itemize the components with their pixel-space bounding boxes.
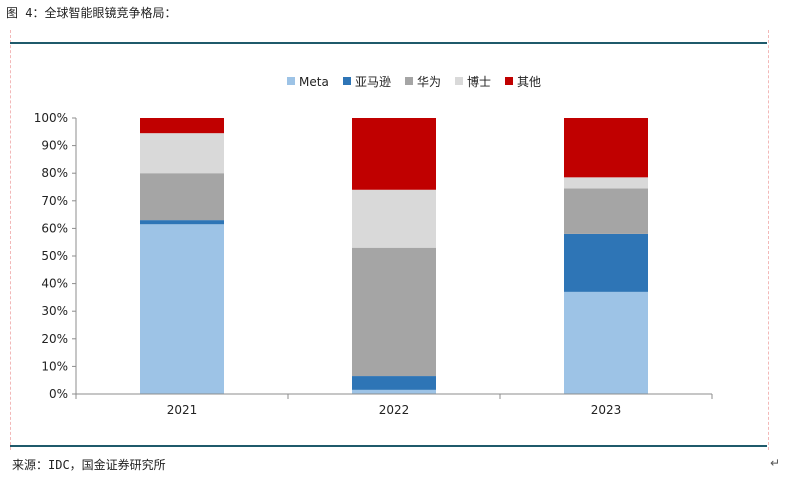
figure-frame (10, 30, 769, 450)
y-tick-label: 70% (41, 194, 68, 208)
bar-segment (564, 188, 648, 234)
x-tick-label: 2023 (591, 403, 622, 417)
y-axis: 0% 10% 20% 30% 40% 50% 60% 70% 80% 90% 100% (34, 111, 77, 401)
y-tick-label: 10% (41, 359, 68, 373)
legend-label: 华为 (417, 75, 441, 89)
legend-swatch (505, 77, 513, 85)
bar-segment (352, 189, 436, 248)
y-tick-label: 0% (49, 387, 68, 401)
legend-swatch (343, 77, 351, 85)
bar-segment (140, 224, 224, 394)
bar-segment (140, 118, 224, 134)
bar-segment (140, 220, 224, 225)
legend-label: 其他 (517, 75, 541, 89)
bar-segment (140, 133, 224, 174)
y-tick-label: 60% (41, 221, 68, 235)
x-tick-label: 2022 (379, 403, 410, 417)
y-tick-label: 50% (41, 249, 68, 263)
bar-segment (352, 247, 436, 377)
y-tick-label: 20% (41, 332, 68, 346)
bar-segment (352, 376, 436, 390)
legend-swatch (455, 77, 463, 85)
x-axis: 2021 2022 2023 (75, 393, 713, 417)
y-tick-label: 90% (41, 139, 68, 153)
bar-segment (352, 389, 436, 394)
legend-swatch (287, 77, 295, 85)
chart-legend: Meta 亚马逊 华为 博士 其他 (287, 74, 541, 89)
bar-group (140, 118, 648, 394)
y-tick-label: 30% (41, 304, 68, 318)
bar-segment (564, 118, 648, 178)
y-tick-label: 80% (41, 166, 68, 180)
bar-segment (564, 177, 648, 189)
legend-label: 博士 (467, 74, 491, 89)
bar-segment (564, 233, 648, 292)
bar-segment (140, 173, 224, 221)
legend-label: Meta (299, 75, 329, 89)
figure-title: 图 4：全球智能眼镜竞争格局： (6, 6, 177, 20)
bar-segment (352, 118, 436, 190)
y-tick-label: 40% (41, 277, 68, 291)
paragraph-return-mark: ↵ (770, 456, 781, 470)
top-rule (10, 42, 767, 44)
y-tick-label: 100% (34, 111, 68, 125)
legend-swatch (405, 77, 413, 85)
legend-label: 亚马逊 (355, 75, 391, 89)
bottom-rule (10, 445, 767, 447)
bar-segment (564, 291, 648, 394)
source-note: 来源：IDC，国金证券研究所 (12, 458, 166, 472)
x-tick-label: 2021 (167, 403, 198, 417)
